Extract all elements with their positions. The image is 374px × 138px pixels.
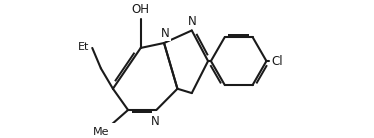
Text: OH: OH (132, 3, 150, 16)
Text: Me: Me (92, 127, 109, 137)
Text: Et: Et (78, 42, 89, 52)
Text: N: N (187, 15, 196, 28)
Text: N: N (160, 26, 169, 40)
Text: N: N (150, 115, 159, 128)
Text: Cl: Cl (271, 55, 283, 68)
